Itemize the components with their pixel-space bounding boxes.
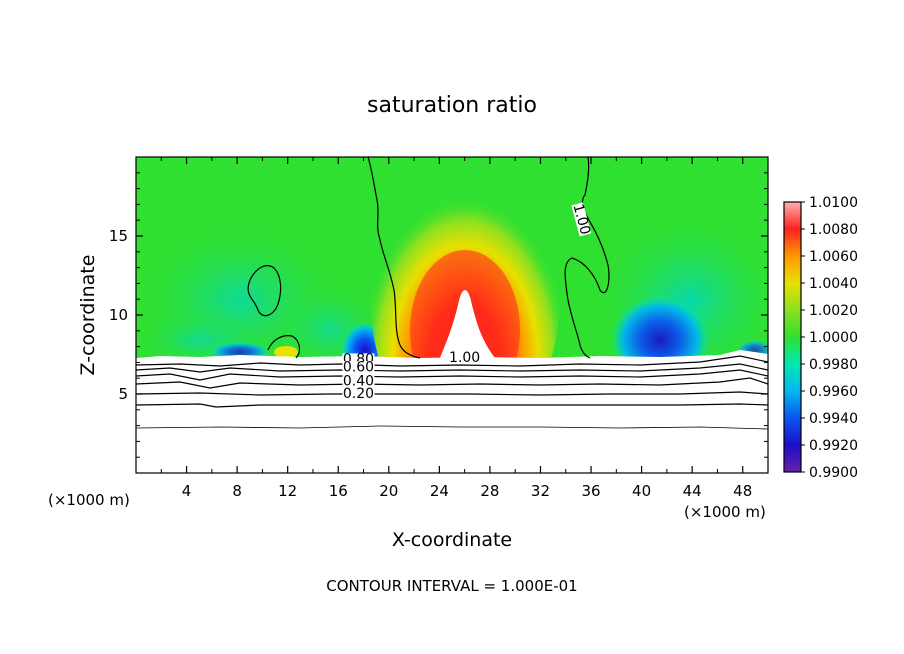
colorbar-label: 1.0000	[809, 330, 858, 346]
x-tick-label: 40	[632, 482, 651, 500]
x-tick-label: 48	[733, 482, 752, 500]
colorbar-band	[784, 418, 801, 445]
colorbar-band	[784, 202, 801, 229]
colorbar-band	[784, 256, 801, 283]
x-tick-label: 28	[480, 482, 499, 500]
x-tick-label: 20	[379, 482, 398, 500]
colorbar-band	[784, 364, 801, 391]
x-axis-label: X-coordinate	[392, 529, 512, 551]
contour-label-bg	[448, 351, 481, 364]
x-tick-label: 4	[182, 482, 192, 500]
colorbar-band	[784, 229, 801, 256]
x-axis: 4 8 12 16 20 24 28 32 36 40 44 48	[160, 157, 752, 500]
contour-labels: 1.001.000.800.600.400.20	[342, 202, 593, 402]
contour-label: 1.00	[449, 350, 480, 366]
colorbar-label: 0.9900	[809, 465, 858, 481]
colorbar-label: 0.9920	[809, 438, 858, 454]
x-tick-label: 32	[531, 482, 550, 500]
contour-label: 0.60	[343, 359, 374, 375]
colorbar-band	[784, 391, 801, 418]
contour-interval-note: CONTOUR INTERVAL = 1.000E-01	[326, 577, 577, 595]
contour-label: 0.20	[343, 386, 374, 402]
colorbar-band	[784, 310, 801, 337]
colorbar-label: 1.0080	[809, 222, 858, 238]
x-unit-right: (×1000 m)	[684, 503, 766, 521]
chart-title: saturation ratio	[367, 93, 537, 118]
colorbar: 0.9900 0.9920 0.9940 0.9960 0.9980 1.0000 1.00…	[783, 195, 858, 481]
contour-label-bg	[342, 361, 375, 374]
y-axis-label: Z-coordinate	[77, 255, 99, 376]
colorbar-band	[784, 283, 801, 310]
y-tick-label: 15	[109, 227, 128, 245]
contour-label-bg	[342, 375, 375, 388]
x-tick-label: 16	[329, 482, 348, 500]
contour-label: 1.00	[570, 202, 594, 236]
x-tick-label: 24	[430, 482, 449, 500]
colorbar-label: 1.0020	[809, 303, 858, 319]
colorbar-label: 0.9960	[809, 384, 858, 400]
x-unit-left: (×1000 m)	[48, 491, 130, 509]
colorbar-label: 1.0100	[809, 195, 858, 211]
contour-label-bg	[571, 202, 592, 237]
colorbar-label: 0.9980	[809, 357, 858, 373]
y-axis: 5 10 15	[109, 172, 768, 458]
colorbar-band	[784, 337, 801, 364]
colorbar-band	[784, 445, 801, 472]
heatmap-field: 1.001.000.800.600.400.20	[136, 157, 768, 473]
x-tick-label: 8	[232, 482, 242, 500]
colorbar-label: 0.9940	[809, 411, 858, 427]
y-tick-label: 5	[118, 385, 128, 403]
x-tick-label: 36	[581, 482, 600, 500]
y-tick-label: 10	[109, 306, 128, 324]
x-tick-label: 44	[683, 482, 702, 500]
contour-label-bg	[342, 388, 375, 401]
x-tick-label: 12	[278, 482, 297, 500]
contour-lines	[136, 157, 768, 430]
colorbar-label: 1.0060	[809, 249, 858, 265]
colorbar-label: 1.0040	[809, 276, 858, 292]
contour-label: 0.40	[343, 374, 374, 390]
